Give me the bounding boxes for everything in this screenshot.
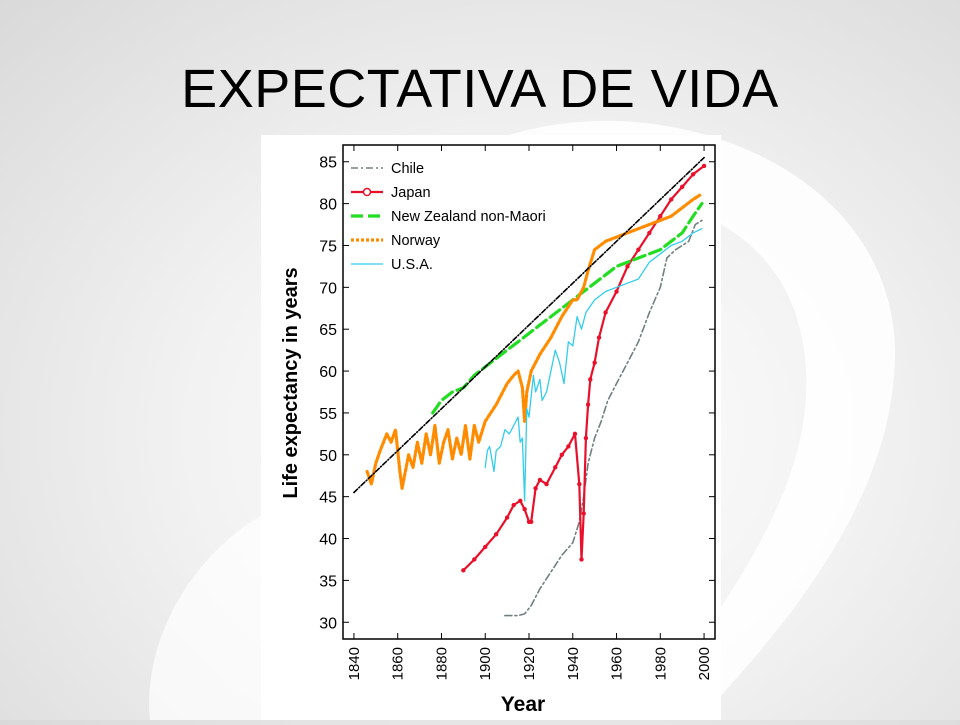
life-expectancy-chart: 30 35 40 45 50 55 60 65 70 75 80 85 1840 1860 1880 190… — [280, 144, 716, 716]
x-axis: 1840 1860 1880 1900 1920 1940 1960 1980 2000 — [346, 145, 713, 680]
y-tick-label: 55 — [319, 406, 337, 423]
japan-data-point — [585, 402, 591, 407]
legend-label: Japan — [391, 185, 431, 201]
x-tick-label: 1880 — [433, 647, 450, 680]
japan-data-point — [461, 568, 466, 573]
japan-data-point — [559, 452, 565, 457]
japan-data-point — [533, 486, 538, 491]
chart-panel: 30 35 40 45 50 55 60 65 70 75 80 85 1840 1860 1880 190… — [261, 135, 721, 720]
x-tick-label: 1980 — [652, 647, 669, 680]
y-tick-label: 70 — [319, 280, 337, 297]
legend-label: New Zealand non-Maori — [391, 209, 546, 225]
x-tick-label: 1840 — [346, 647, 363, 680]
y-tick-label: 75 — [319, 238, 337, 255]
legend-marker — [362, 187, 372, 197]
legend: Chile Japan New Zealand non-Maori Norway U.S… — [351, 161, 546, 273]
japan-data-point — [592, 360, 597, 365]
japan-data-point — [483, 544, 488, 550]
japan-data-point — [504, 515, 510, 520]
japan-data-point — [544, 481, 549, 487]
japan-data-point — [493, 532, 499, 537]
x-tick-label: 1860 — [390, 647, 407, 680]
japan-data-point — [579, 557, 584, 562]
trend-series-line — [353, 156, 705, 494]
y-axis: 30 35 40 45 50 55 60 65 70 75 80 85 — [319, 155, 715, 632]
japan-data-point — [603, 310, 608, 315]
y-tick-label: 45 — [319, 490, 337, 507]
japan-series-line — [462, 164, 706, 572]
japan-data-point — [647, 230, 652, 236]
japan-data-point — [636, 247, 641, 252]
y-tick-label: 30 — [319, 615, 337, 632]
legend-label: Chile — [391, 161, 424, 177]
u-s-a--series-line — [484, 228, 703, 502]
japan-data-point — [588, 377, 593, 382]
y-tick-label: 85 — [319, 155, 337, 172]
japan-data-point — [679, 184, 685, 190]
japan-data-point — [528, 519, 534, 524]
japan-data-point — [518, 498, 523, 504]
y-tick-label: 80 — [319, 197, 337, 214]
japan-data-point — [581, 511, 586, 516]
japan-data-point — [596, 335, 602, 340]
japan-data-point — [566, 444, 571, 449]
x-tick-label: 2000 — [696, 647, 713, 680]
japan-data-point — [690, 172, 696, 177]
japan-data-point — [472, 557, 477, 562]
y-tick-label: 65 — [319, 322, 337, 339]
x-tick-label: 1960 — [609, 647, 626, 680]
new-zealand-non-maori-series-line — [431, 201, 704, 415]
japan-data-point — [625, 264, 630, 269]
japan-data-point — [522, 507, 527, 512]
x-tick-label: 1900 — [477, 647, 494, 680]
japan-data-point — [572, 431, 578, 437]
japan-data-point — [614, 289, 619, 294]
x-axis-label: Year — [501, 693, 545, 716]
norway-series-line — [365, 193, 702, 490]
legend-label: Norway — [391, 233, 441, 249]
x-tick-label: 1920 — [521, 647, 538, 680]
y-tick-label: 40 — [319, 532, 337, 549]
japan-data-point — [577, 481, 582, 487]
slide-title: EXPECTATIVA DE VIDA — [181, 59, 779, 119]
legend-label: U.S.A. — [391, 257, 433, 273]
japan-data-point — [537, 477, 543, 483]
japan-data-point — [669, 197, 674, 202]
series-layer — [353, 156, 707, 617]
x-tick-label: 1940 — [565, 647, 582, 680]
japan-data-point — [658, 213, 663, 219]
chile-series-line — [504, 219, 703, 617]
y-tick-label: 35 — [319, 573, 337, 590]
japan-data-point — [701, 163, 707, 169]
japan-data-point — [553, 465, 558, 470]
japan-data-point — [583, 435, 589, 441]
y-tick-label: 60 — [319, 364, 337, 381]
y-axis-label: Life expectancy in years — [280, 267, 302, 498]
y-tick-label: 50 — [319, 448, 337, 465]
japan-data-point — [511, 502, 516, 508]
